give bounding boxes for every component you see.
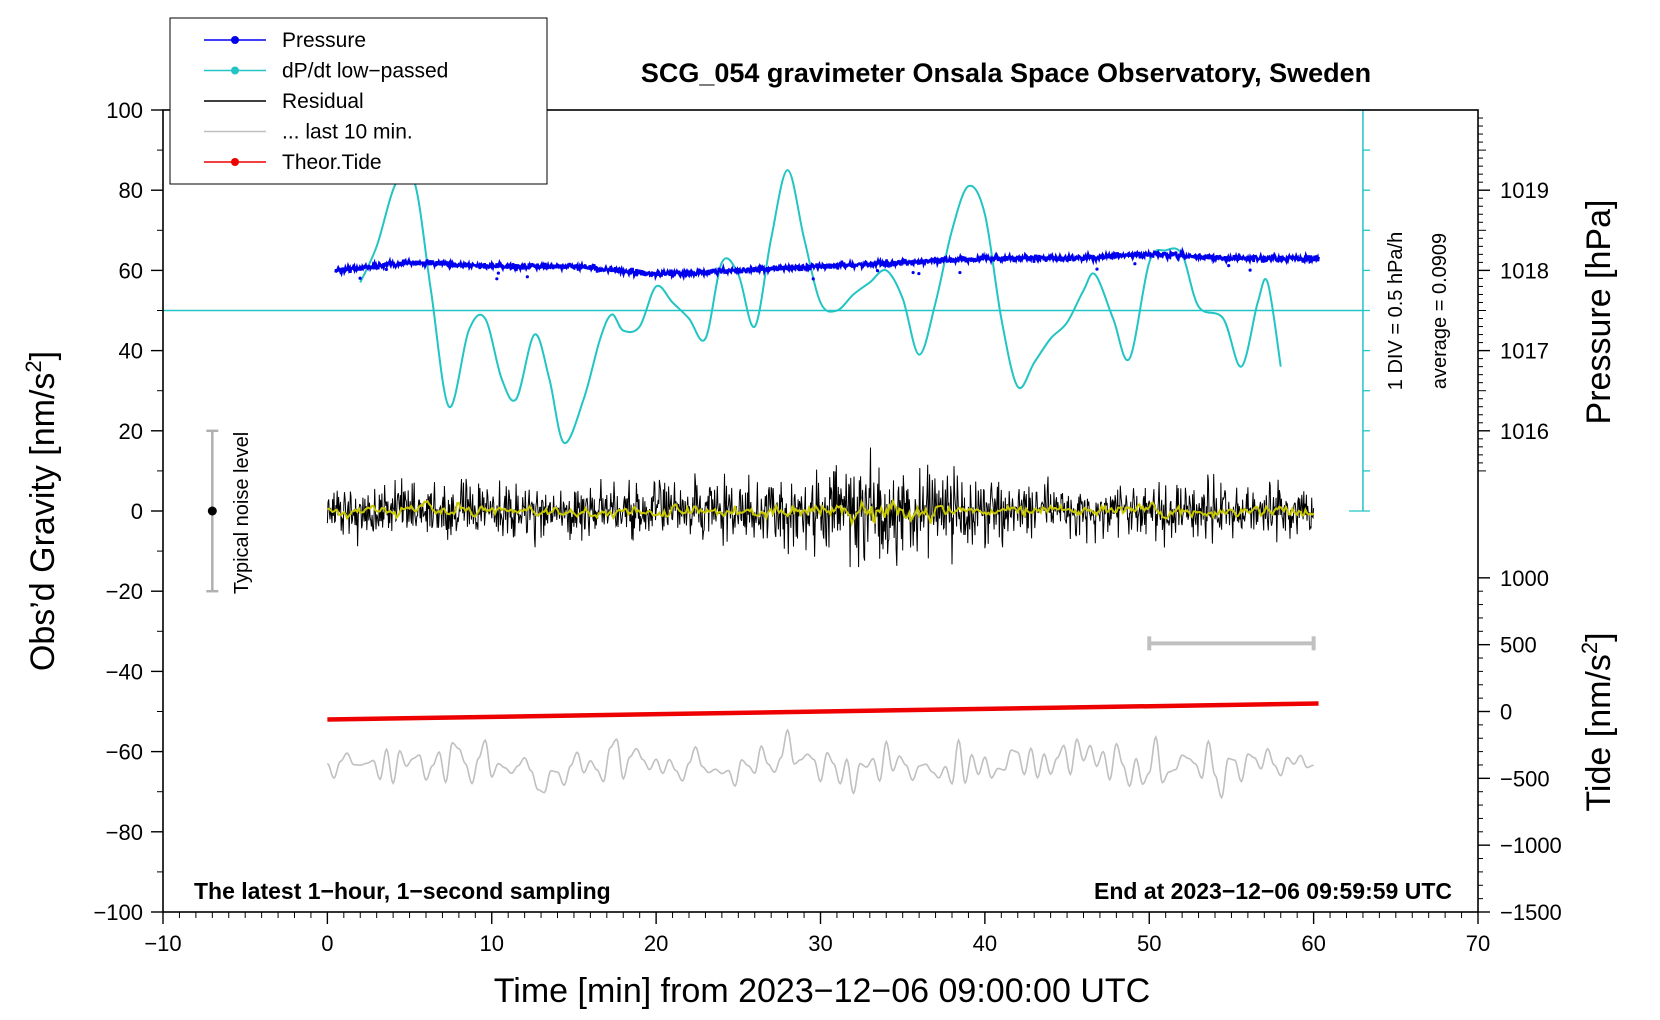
footer-right-text: End at 2023−12−06 09:59:59 UTC <box>1094 878 1452 904</box>
pressure-outlier-point <box>496 271 500 275</box>
tide-tick-label: 1000 <box>1500 566 1549 591</box>
tide-tick-label: 0 <box>1500 700 1512 725</box>
div-scale-text: 1 DIV = 0.5 hPa/h <box>1385 232 1407 390</box>
pressure-outlier-point <box>1248 268 1252 272</box>
y-tick-label: −60 <box>106 740 143 765</box>
plot-content <box>163 109 1370 800</box>
y-tick-label: −40 <box>106 659 143 684</box>
x-tick-label: −10 <box>144 931 181 956</box>
legend-label: Theor.Tide <box>282 151 382 174</box>
pressure-outlier-point <box>917 271 921 276</box>
pressure-series-line <box>334 246 1320 282</box>
tide-axis-title: Tide [nm/s2] <box>1577 632 1618 811</box>
pressure-outlier-point <box>1095 267 1099 271</box>
pressure-axis-title: Pressure [hPa] <box>1580 200 1618 425</box>
y-tick-label: 20 <box>119 419 143 444</box>
x-tick-label: 10 <box>480 931 504 956</box>
y-tick-label: −20 <box>106 579 143 604</box>
legend-marker <box>231 66 239 75</box>
legend-entry: Theor.Tide <box>204 151 382 174</box>
legend-label: Pressure <box>282 29 366 52</box>
tide-tick-label: −1500 <box>1500 900 1562 925</box>
pressure-outlier-point <box>1227 264 1231 268</box>
axis-ticks: −10 0 10 20 30 40 50 60 70−100−80−60−40−20020406… <box>93 98 1561 956</box>
legend-entry: Pressure <box>204 29 366 52</box>
pressure-tick-label: 1017 <box>1500 339 1549 364</box>
y-tick-label: −100 <box>93 900 143 925</box>
noise-level-point <box>207 506 217 516</box>
x-tick-label: 50 <box>1137 931 1161 956</box>
x-tick-label: 0 <box>321 931 333 956</box>
legend-label: dP/dt low−passed <box>282 60 448 83</box>
pressure-outlier-point <box>525 275 529 279</box>
y-axis-title: Obs’d Gravity [nm/s2] <box>21 351 62 671</box>
y-tick-label: 40 <box>119 339 143 364</box>
average-text: average = 0.0909 <box>1429 233 1451 389</box>
pressure-tick-label: 1016 <box>1500 419 1549 444</box>
x-tick-label: 40 <box>973 931 997 956</box>
pressure-outlier-point <box>384 267 388 271</box>
pressure-outlier-point <box>1133 262 1137 266</box>
x-tick-label: 20 <box>644 931 668 956</box>
tide-series-line <box>327 701 1319 722</box>
residual-series-line <box>326 447 1315 568</box>
legend-label: Residual <box>282 90 364 113</box>
y-tick-label: −80 <box>106 820 143 845</box>
last10-series-line <box>326 728 1314 800</box>
legend-marker <box>231 36 239 44</box>
dpdt-series-line <box>359 169 1282 444</box>
footer-left-text: The latest 1−hour, 1−second sampling <box>194 878 611 904</box>
legend: Pressure dP/dt low−passed Residual ... last… <box>169 17 548 185</box>
legend-entry: ... last 10 min. <box>204 121 413 144</box>
pressure-outlier-point <box>875 269 880 273</box>
pressure-tick-label: 1018 <box>1500 258 1549 283</box>
y-tick-label: 0 <box>131 499 143 524</box>
pressure-outlier-point <box>811 277 815 281</box>
y-tick-label: 60 <box>119 258 143 283</box>
legend-entry: dP/dt low−passed <box>204 60 448 83</box>
tide-tick-label: −500 <box>1500 766 1550 791</box>
x-tick-label: 30 <box>808 931 832 956</box>
pressure-outlier-point <box>958 270 962 275</box>
y-tick-label: 80 <box>119 178 143 203</box>
pressure-outlier-point <box>358 276 362 280</box>
tide-tick-label: 500 <box>1500 633 1537 658</box>
y-tick-label: 100 <box>106 98 143 123</box>
x-axis-title: Time [min] from 2023−12−06 09:00:00 UTC <box>494 972 1150 1010</box>
pressure-tick-label: 1019 <box>1500 178 1549 203</box>
legend-label: ... last 10 min. <box>282 121 413 144</box>
x-tick-label: 70 <box>1466 931 1490 956</box>
pressure-outlier-point <box>911 270 915 275</box>
smoothed-residual-line <box>327 497 1315 528</box>
x-tick-label: 60 <box>1301 931 1325 956</box>
chart-title: SCG_054 gravimeter Onsala Space Observat… <box>641 58 1371 88</box>
pressure-outlier-point <box>495 277 499 281</box>
legend-marker <box>231 158 239 166</box>
noise-level-label: Typical noise level <box>231 432 253 594</box>
tide-tick-label: −1000 <box>1500 833 1562 858</box>
legend-entry: Residual <box>204 90 364 113</box>
legend-entries: Pressure dP/dt low−passed Residual ... last… <box>204 29 448 174</box>
